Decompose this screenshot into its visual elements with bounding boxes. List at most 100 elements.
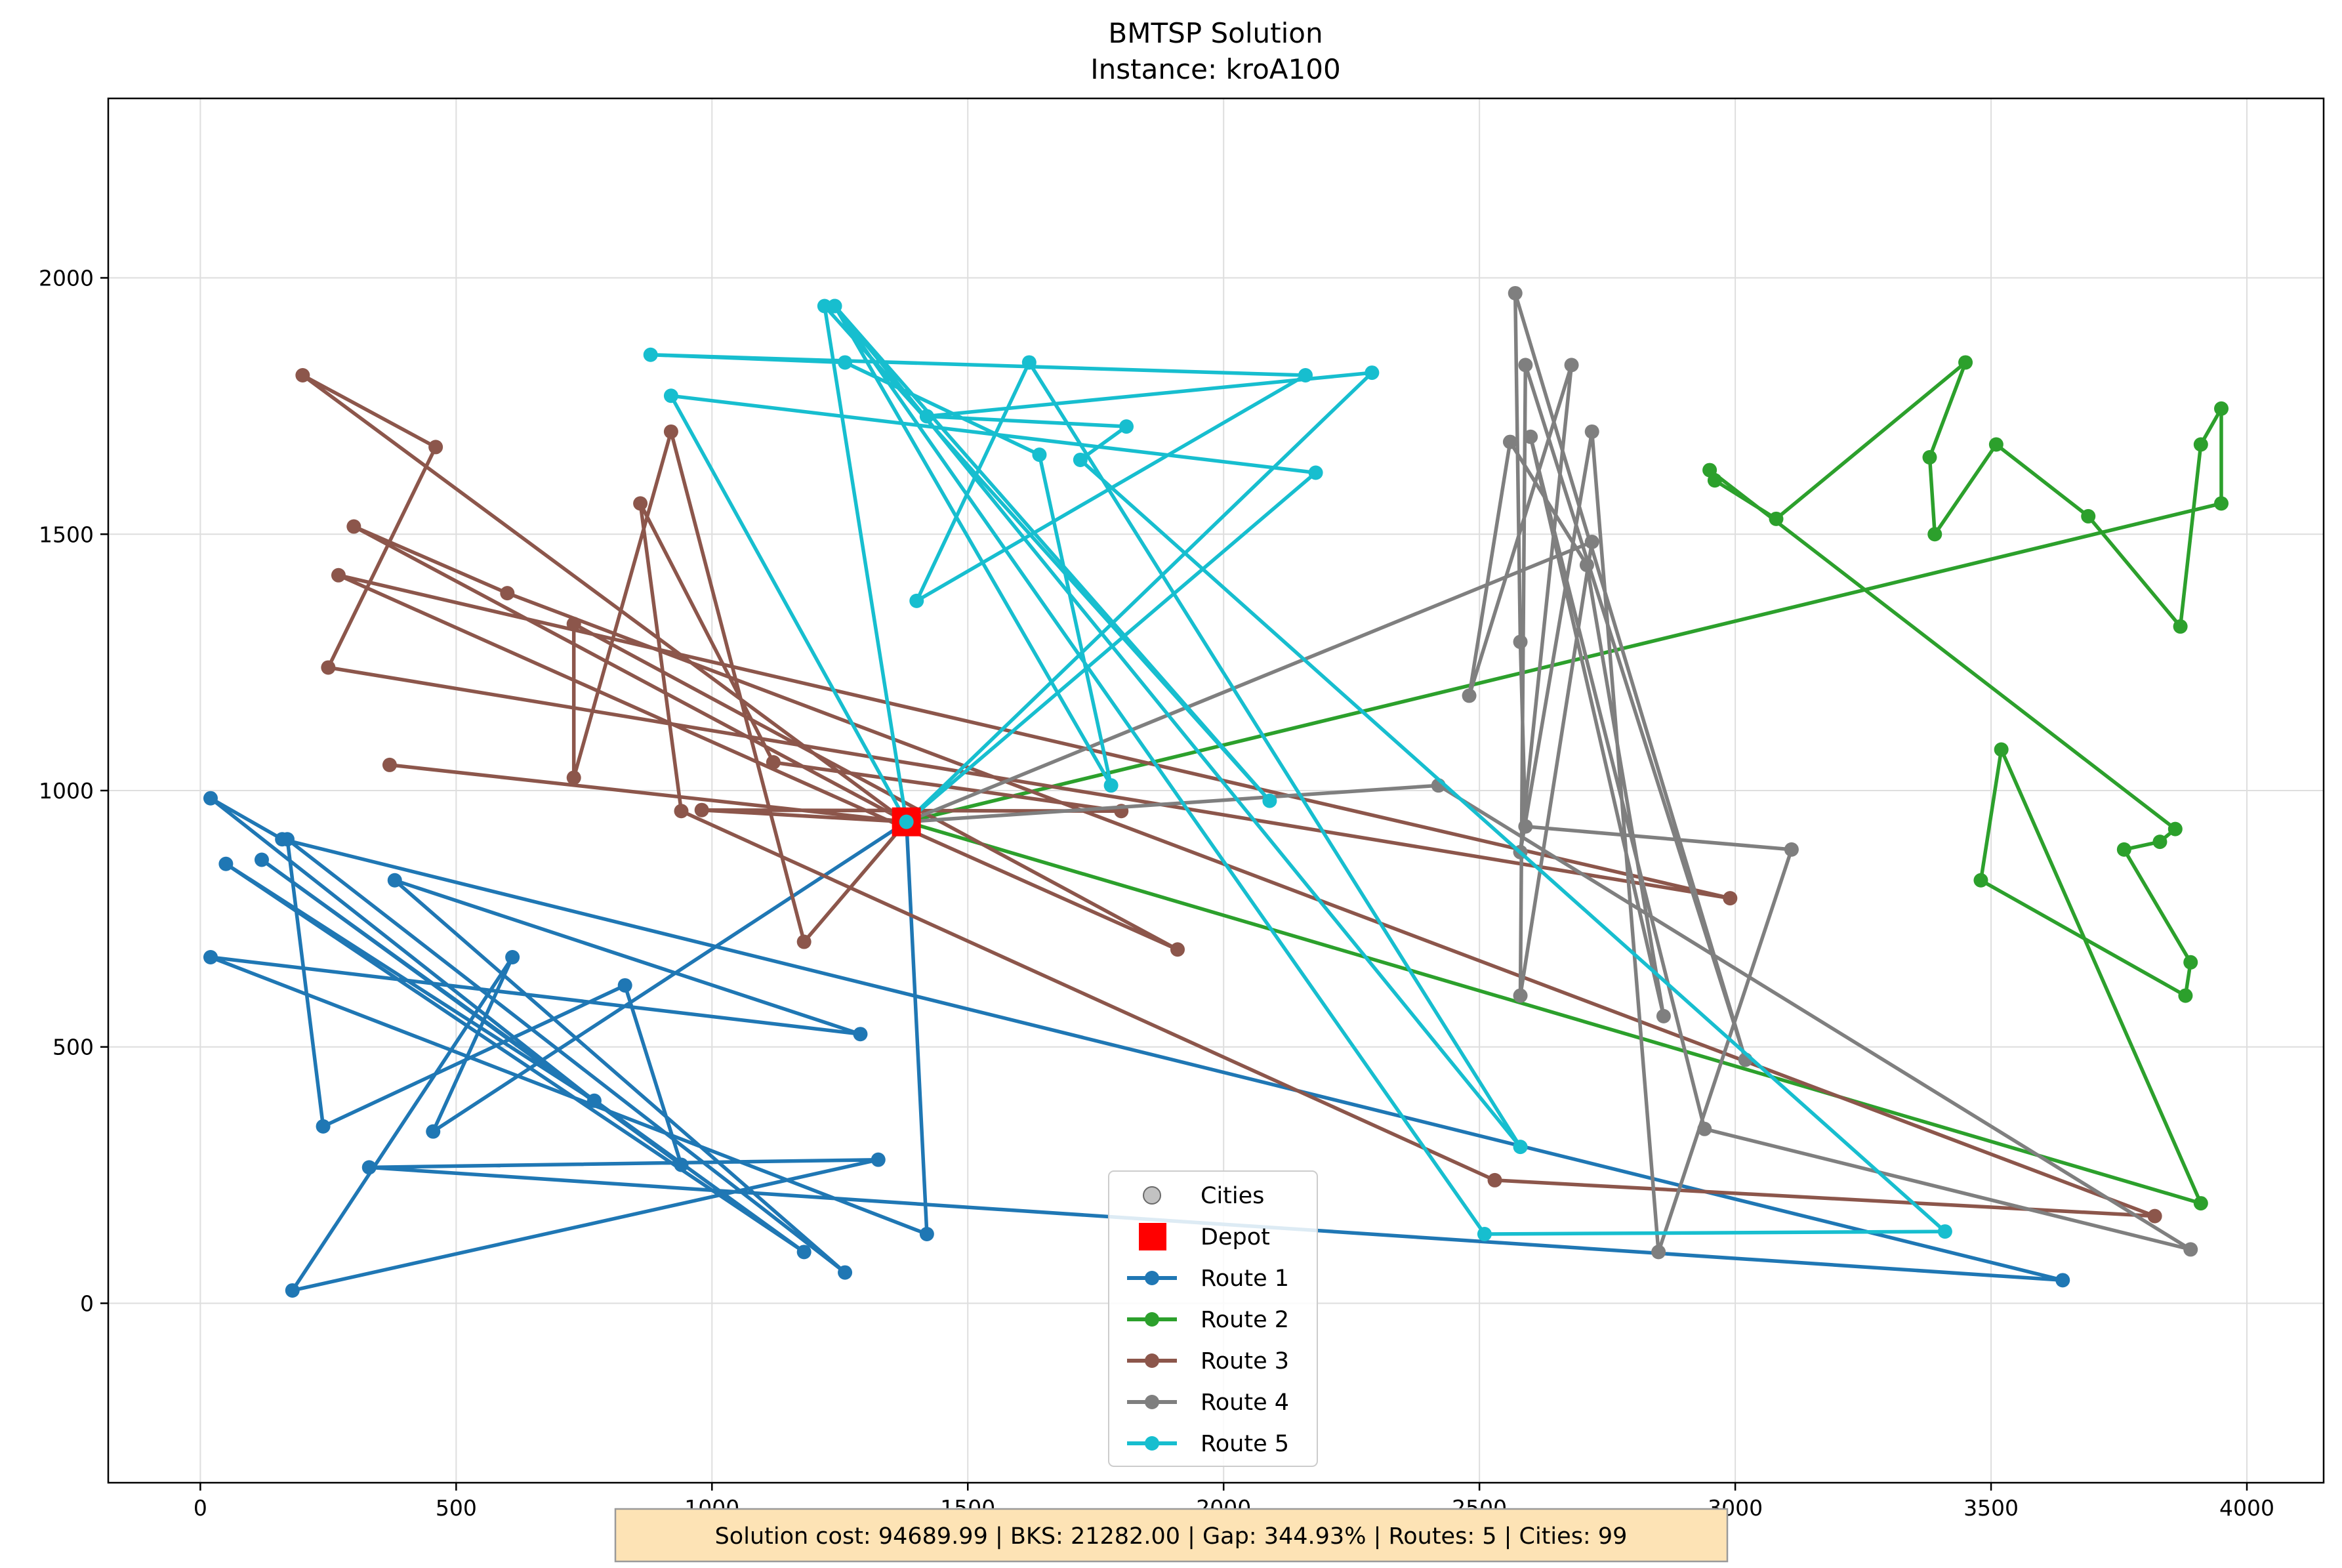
route-3-point (694, 802, 709, 817)
route-1-group (203, 791, 2070, 1298)
routes-layer (203, 285, 2229, 1298)
route-2-point (2116, 842, 2131, 857)
legend-label: Route 5 (1201, 1431, 1289, 1457)
route-3-point (346, 519, 361, 534)
route-4-point (1462, 688, 1477, 703)
route-4-line (905, 291, 2192, 1254)
route-2-point (2178, 988, 2193, 1003)
y-tick-label: 0 (80, 1290, 94, 1316)
route-2-point (2081, 508, 2096, 524)
legend-label: Depot (1201, 1224, 1270, 1250)
chart-subtitle: Instance: kroA100 (1090, 53, 1340, 85)
route-5-point (1073, 452, 1088, 467)
footer-annotation-text: Solution cost: 94689.99 | BKS: 21282.00 … (715, 1523, 1628, 1550)
route-5-point (1365, 365, 1380, 381)
route-5-point (643, 347, 658, 362)
legend-label: Route 1 (1201, 1266, 1289, 1292)
legend-label: Route 2 (1201, 1307, 1289, 1333)
route-2-point (2193, 1196, 2208, 1211)
route-1-point (387, 873, 402, 888)
route-1-point (853, 1027, 868, 1042)
route-5-point (1032, 447, 1047, 463)
route-1-point (218, 856, 234, 871)
route-5-point (663, 388, 678, 403)
legend-items: Cities Depot Route 1 Route 2 Route 3 Route 4 R… (1127, 1183, 1289, 1457)
route-4-point (1697, 1121, 1712, 1136)
route-5-point (1298, 368, 1313, 382)
y-tick-label: 2000 (39, 266, 94, 291)
route-1-point (617, 978, 632, 993)
route-4-point (1784, 842, 1799, 857)
route-3-point (321, 660, 336, 675)
route-1-point (316, 1119, 331, 1134)
route-5-point (838, 355, 853, 370)
route-2-point (2173, 619, 2188, 634)
route-3-point (633, 496, 648, 511)
route-1-point (361, 1160, 377, 1175)
route-5-point (817, 299, 832, 314)
route-1-point (275, 832, 290, 847)
route-3-point (382, 757, 397, 772)
route-5-point (919, 409, 934, 424)
route-3-point (2147, 1208, 2162, 1224)
route-1-point (586, 1093, 602, 1108)
route-5-point (1119, 419, 1134, 434)
legend-depot-marker (1139, 1223, 1166, 1250)
route-3-point (295, 368, 310, 382)
route-3-point (428, 440, 443, 455)
chart-title: BMTSP Solution (1108, 17, 1323, 49)
footer-annotation: Solution cost: 94689.99 | BKS: 21282.00 … (614, 1508, 1729, 1563)
legend-route-3-marker (1145, 1353, 1159, 1368)
route-1-point (203, 791, 218, 806)
route-2-point (1994, 742, 2009, 757)
route-4-point (1513, 988, 1528, 1003)
route-5-group (643, 299, 1952, 1241)
route-4-point (1518, 358, 1533, 373)
route-1-point (203, 949, 218, 964)
depot-layer (892, 807, 921, 836)
route-4-point (1523, 429, 1538, 444)
route-1-point (871, 1152, 886, 1167)
route-3-line (300, 373, 2157, 1218)
legend-label: Route 4 (1201, 1390, 1289, 1416)
route-5-point (1308, 465, 1323, 480)
route-3-point (566, 617, 581, 632)
route-1-point (426, 1124, 441, 1139)
y-tick-label: 1000 (39, 778, 94, 804)
y-tick-label: 500 (52, 1035, 94, 1060)
route-1-point (505, 949, 520, 964)
route-2-point (1973, 873, 1988, 888)
legend-label: Cities (1201, 1183, 1264, 1209)
x-tick-label: 4000 (2219, 1495, 2274, 1521)
route-1-point (254, 852, 269, 867)
route-2-point (1922, 450, 1937, 465)
route-4-point (1502, 434, 1517, 449)
route-2-point (2193, 437, 2208, 452)
route-3-point (331, 567, 346, 583)
depot-route-point (899, 814, 914, 829)
route-2-point (1988, 437, 2003, 452)
route-2-point (1707, 473, 1722, 488)
legend-route-5-marker (1145, 1436, 1159, 1451)
route-1-point (796, 1245, 811, 1260)
route-3-group (295, 368, 2162, 1224)
route-2-line (905, 360, 2223, 1205)
x-tick-label: 0 (194, 1495, 207, 1521)
route-3-point (766, 755, 781, 770)
route-5-point (1262, 793, 1277, 808)
route-5-point (1021, 355, 1037, 370)
route-4-point (1584, 424, 1599, 439)
route-4-point (1651, 1245, 1666, 1260)
route-5-point (1937, 1224, 1952, 1239)
route-2-group (905, 355, 2229, 1211)
route-1-point (2055, 1273, 2070, 1288)
route-2-point (1958, 355, 1973, 370)
route-4-point (1656, 1008, 1671, 1023)
route-3-point (1487, 1172, 1502, 1187)
route-3-point (674, 804, 689, 819)
legend: Cities Depot Route 1 Route 2 Route 3 Route 4 R… (1108, 1170, 1318, 1467)
route-3-point (663, 424, 678, 439)
route-3-point (1170, 942, 1185, 957)
route-2-point (1769, 511, 1784, 526)
